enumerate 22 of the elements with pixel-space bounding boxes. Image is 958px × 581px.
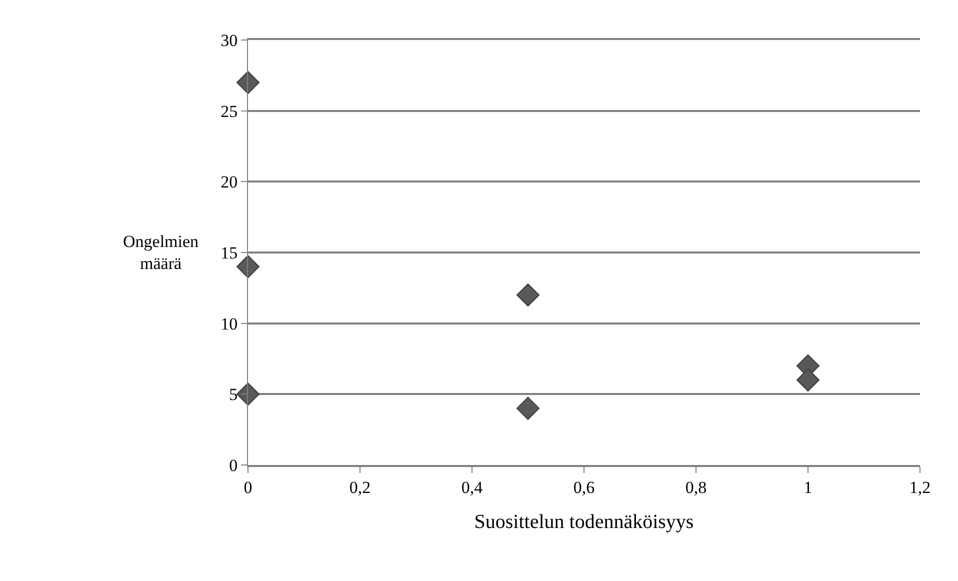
x-tick-label: 0 [244,478,252,498]
x-tick-label: 1 [804,478,812,498]
y-tick-label: 0 [229,456,238,475]
y-tick-label: 5 [229,385,238,404]
y-tick-label: 30 [220,30,238,50]
point [236,382,260,406]
y-tick-label: 20 [220,172,238,192]
x-tick-label: 1,2 [909,478,931,498]
y-axis-title: Ongelmien määrä [123,232,200,274]
y-tick-label: 25 [220,102,238,121]
x-tick-label: 0,8 [685,478,707,498]
x-tick-label: 0,2 [349,478,371,498]
point [516,396,540,420]
point [236,70,260,94]
point [796,368,820,392]
point [516,283,540,307]
y-tick-label: 10 [220,314,238,334]
x-axis-title: Suosittelun todennäköisyys [474,511,694,534]
point [236,255,260,278]
x-tick-label: 0,4 [461,478,484,498]
x-tick-label: 0,6 [573,478,595,498]
y-tick-label: 15 [220,243,238,262]
